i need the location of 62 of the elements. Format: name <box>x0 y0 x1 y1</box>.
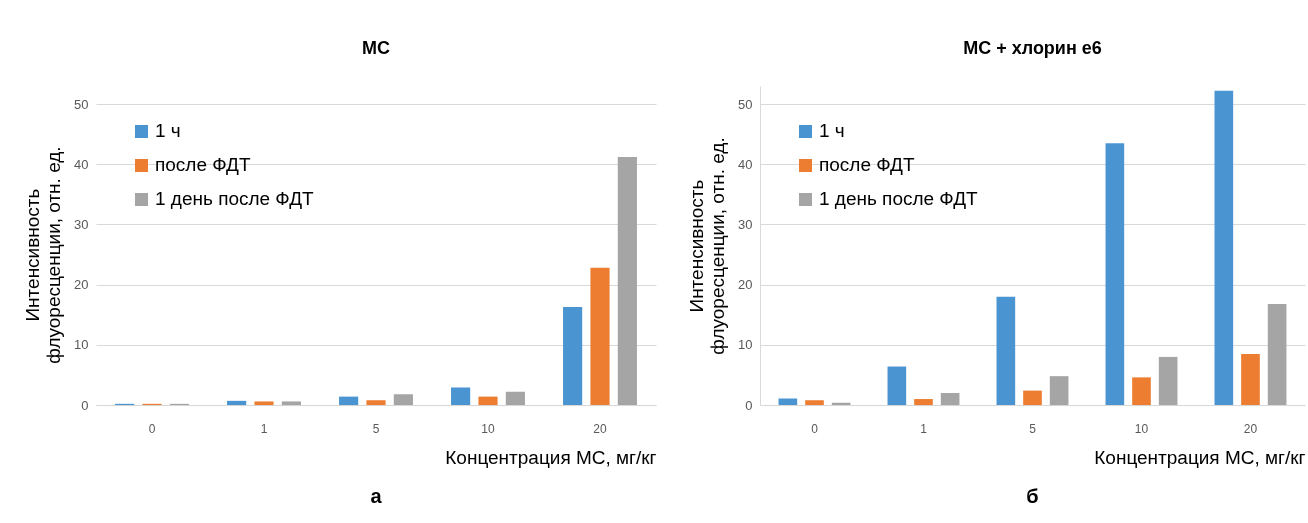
y-tick-label: 50 <box>74 96 89 112</box>
bar <box>778 398 798 406</box>
bar <box>339 396 359 406</box>
text: а <box>370 485 383 508</box>
x-tick-label: 20 <box>1243 421 1258 436</box>
legend-label: после ФДТ <box>819 154 915 176</box>
x-axis-title: Концентрация МС, мг/кг <box>1094 446 1306 468</box>
bar <box>887 366 907 406</box>
y-tick-label: 10 <box>738 337 753 353</box>
x-tick-label: 1 <box>920 421 928 436</box>
bar <box>940 393 960 406</box>
chart-title: МС <box>362 38 390 58</box>
bar <box>281 401 301 406</box>
bar <box>1049 376 1069 406</box>
bar <box>393 394 413 406</box>
y-tick-label: 20 <box>738 277 753 293</box>
x-axis-title: Концентрация МС, мг/кг <box>445 446 657 468</box>
bar <box>478 396 498 406</box>
legend-label: 1 день после ФДТ <box>155 188 315 210</box>
bar <box>1105 143 1125 406</box>
x-tick-label: 5 <box>1029 421 1037 436</box>
bar <box>1023 390 1042 406</box>
legend-label: 1 ч <box>155 120 181 142</box>
text: б <box>1026 485 1039 508</box>
y-tick-label: 40 <box>74 156 89 172</box>
y-tick-label: 20 <box>74 277 89 293</box>
chart-title: МС + хлорин е6 <box>963 38 1102 58</box>
x-tick-label: 10 <box>481 421 495 436</box>
y-axis-title: Интенсивность флуоресценции, отн. ед. <box>686 137 729 355</box>
bar <box>1214 90 1234 406</box>
bar <box>996 296 1016 406</box>
bar <box>590 267 610 406</box>
y-axis-title: Интенсивность флуоресценции, отн. ед. <box>22 146 65 364</box>
y-tick-label: 30 <box>74 216 89 232</box>
x-tick-label: 0 <box>811 421 819 436</box>
y-tick-label: 30 <box>738 216 753 232</box>
y-tick-label: 0 <box>81 397 89 413</box>
bar <box>451 387 471 406</box>
bar <box>1132 377 1151 406</box>
legend-label: 1 день после ФДТ <box>819 188 979 210</box>
x-tick-label: 0 <box>148 421 156 436</box>
x-tick-label: 5 <box>372 421 380 436</box>
x-tick-label: 1 <box>260 421 268 436</box>
bar <box>505 391 525 406</box>
legend-label: после ФДТ <box>155 154 251 176</box>
legend-label: 1 ч <box>819 120 845 142</box>
bar <box>805 400 824 406</box>
y-tick-label: 40 <box>738 156 753 172</box>
bar <box>366 400 386 406</box>
bar <box>617 157 637 406</box>
y-tick-label: 0 <box>745 397 753 413</box>
bar <box>1241 353 1260 406</box>
bar <box>227 400 247 406</box>
x-tick-label: 10 <box>1134 421 1149 436</box>
bar <box>1267 303 1287 406</box>
bar <box>254 401 274 406</box>
y-tick-label: 50 <box>738 96 753 112</box>
x-tick-label: 20 <box>593 421 607 436</box>
bar <box>914 399 933 406</box>
bar <box>1158 356 1178 406</box>
bar <box>563 306 583 406</box>
y-tick-label: 10 <box>74 337 89 353</box>
